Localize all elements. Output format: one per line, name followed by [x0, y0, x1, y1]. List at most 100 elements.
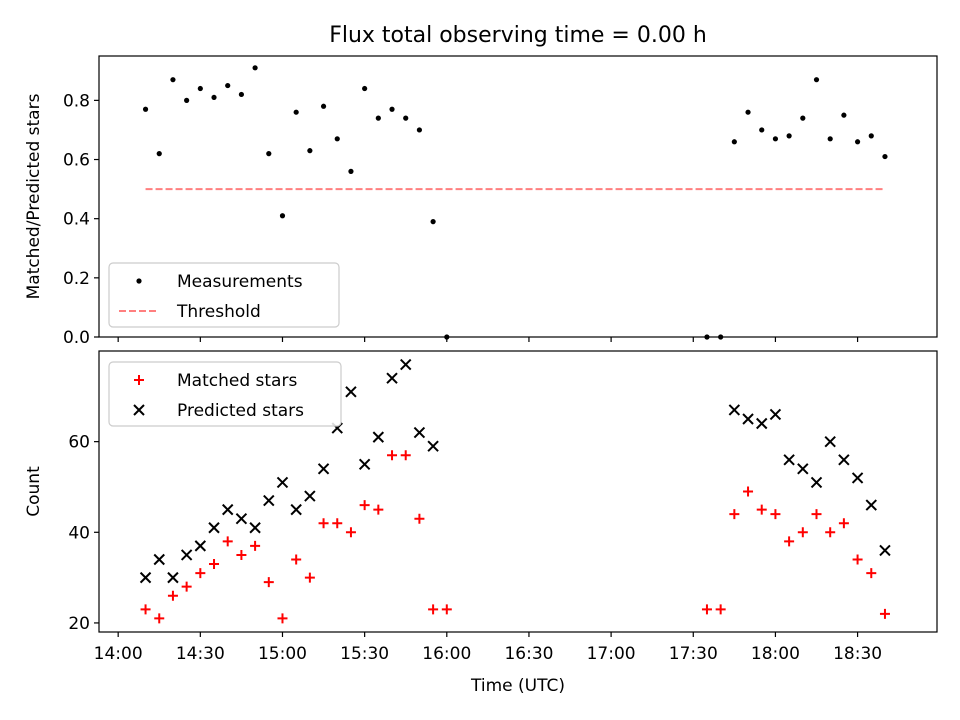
- y-tick-label: 0.4: [63, 210, 90, 230]
- x-tick-label: 17:00: [587, 644, 636, 664]
- measurement-point: [293, 109, 299, 115]
- x-tick-label: 16:30: [504, 644, 553, 664]
- matched-stars-point: [263, 577, 274, 588]
- measurement-point: [745, 109, 751, 115]
- predicted-stars-point: [386, 372, 398, 384]
- predicted-stars-point: [276, 476, 289, 489]
- predicted-stars-point: [742, 413, 754, 425]
- predicted-stars-point: [167, 571, 179, 584]
- y-axis-label: Matched/Predicted stars: [24, 93, 44, 299]
- matched-stars-point: [852, 554, 863, 565]
- matched-stars-point: [318, 518, 329, 529]
- matched-stars-point: [387, 450, 398, 461]
- bottom-panel: 20 40 60 14:00 14:30 15:00 15:30 16:00 16:30 17:0…: [24, 350, 938, 696]
- predicted-stars-point: [413, 426, 426, 439]
- matched-stars-point: [770, 509, 781, 520]
- measurement-point: [225, 82, 231, 89]
- legend-label: Predicted stars: [177, 401, 304, 421]
- matched-stars-point: [784, 536, 795, 547]
- predicted-stars-point: [879, 544, 891, 557]
- legend-label: Threshold: [176, 302, 261, 322]
- predicted-stars-point: [317, 463, 330, 475]
- x-tick-label: 14:30: [176, 644, 225, 664]
- measurement-point: [882, 153, 888, 160]
- legend-box: [108, 361, 342, 427]
- predicted-stars-point: [180, 549, 193, 561]
- matched-stars-point: [743, 486, 754, 497]
- matched-stars-point: [209, 559, 220, 570]
- matched-stars-point: [441, 604, 452, 615]
- matched-stars-point: [359, 500, 370, 511]
- y-tick-label: 40: [68, 523, 90, 543]
- predicted-stars-point: [263, 494, 275, 507]
- legend-predicted-marker: [133, 404, 145, 416]
- measurement-point: [759, 127, 765, 133]
- matched-stars-point: [154, 613, 165, 624]
- predicted-stars-point: [728, 404, 741, 416]
- top-panel: 0.0 0.2 0.4 0.6 0.8 Matched/Predicted stars Me…: [24, 55, 938, 348]
- measurement-point: [786, 133, 792, 139]
- x-tick-label: 18:00: [751, 644, 800, 664]
- measurement-point: [731, 139, 737, 145]
- predicted-stars-point: [194, 540, 207, 552]
- measurement-point: [362, 85, 368, 92]
- legend-label: Measurements: [177, 272, 303, 292]
- predicted-stars-point: [427, 440, 439, 452]
- measurement-point: [307, 148, 313, 154]
- measurement-point: [334, 136, 340, 142]
- matched-stars-point: [797, 527, 808, 538]
- y-tick-label: 0.0: [63, 328, 90, 348]
- axes-frame: [98, 350, 938, 633]
- predicted-stars-point: [153, 553, 165, 566]
- predicted-stars-point: [358, 458, 371, 471]
- measurement-point: [252, 65, 258, 71]
- predicted-stars-point: [797, 463, 809, 475]
- measurement-point: [389, 106, 395, 112]
- matched-stars-point: [879, 608, 890, 619]
- measurement-point: [184, 97, 190, 103]
- x-tick-label: 18:30: [833, 644, 882, 664]
- x-tick-label: 16:00: [422, 644, 471, 664]
- matched-stars-point: [729, 509, 740, 520]
- predicted-stars-point: [838, 454, 850, 466]
- predicted-stars-point: [249, 522, 261, 534]
- y-tick-label: 0.8: [63, 91, 90, 111]
- predicted-stars-point: [208, 522, 220, 534]
- axes-frame: [98, 55, 938, 338]
- predicted-stars-point: [756, 417, 768, 430]
- legend-matched-marker: [134, 375, 144, 385]
- matched-stars-point: [236, 549, 247, 560]
- matched-stars-point: [167, 590, 178, 601]
- matched-stars-point: [414, 513, 425, 524]
- x-tick-label: 17:30: [669, 644, 718, 664]
- predicted-stars-point: [865, 499, 877, 511]
- y-tick-label: 60: [68, 433, 90, 453]
- predicted-stars-point: [139, 571, 152, 584]
- x-tick-label: 14:00: [94, 644, 143, 664]
- measurement-point: [854, 139, 861, 145]
- measurement-point: [266, 151, 272, 157]
- measurement-point: [142, 106, 149, 112]
- matched-stars-point: [756, 504, 767, 515]
- measurement-point: [772, 136, 779, 142]
- x-tick-label: 15:30: [340, 644, 389, 664]
- x-tick-label: 15:00: [258, 644, 307, 664]
- measurement-point: [800, 115, 806, 121]
- measurement-point: [170, 77, 176, 83]
- predicted-stars-point: [304, 490, 316, 502]
- matched-stars-point: [222, 536, 233, 547]
- measurement-point: [156, 151, 162, 157]
- matched-stars-point: [345, 527, 356, 538]
- matched-stars-point: [140, 604, 151, 615]
- measurement-point: [841, 112, 847, 118]
- matched-stars-point: [277, 613, 288, 624]
- measurement-point: [320, 103, 327, 109]
- y-tick-label: 20: [68, 614, 90, 634]
- figure-title: Flux total observing time = 0.00 h: [329, 23, 707, 48]
- legend: Measurements Threshold: [108, 262, 340, 328]
- predicted-stars-point: [783, 454, 795, 466]
- measurement-point: [430, 219, 436, 225]
- matched-stars-point: [715, 604, 726, 615]
